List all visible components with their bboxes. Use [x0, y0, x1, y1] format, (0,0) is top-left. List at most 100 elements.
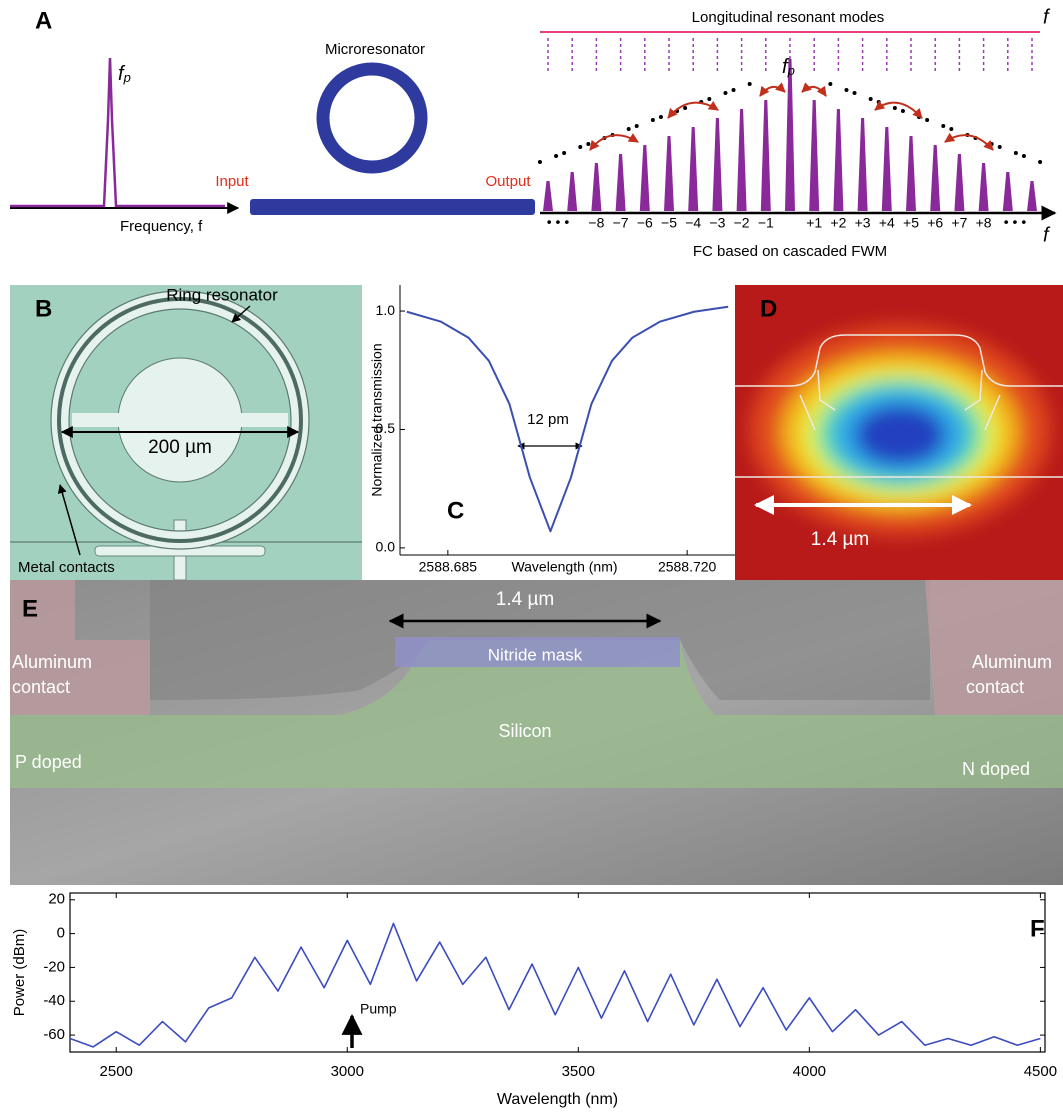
- envelope-dot: [747, 82, 752, 86]
- fwm-arrow: [801, 82, 827, 97]
- fwm-arrow: [589, 133, 639, 151]
- comb-line: [833, 109, 844, 211]
- panel-label: C: [447, 497, 464, 524]
- envelope-dot: [707, 97, 712, 101]
- mode-number: −2: [734, 215, 750, 231]
- comb-line: [712, 118, 723, 211]
- x-axis-label: Wavelength (nm): [511, 559, 617, 575]
- envelope-dot: [586, 142, 591, 146]
- x-tick-label: 4000: [793, 1063, 826, 1080]
- comb-line: [591, 163, 602, 211]
- comb-line: [978, 163, 989, 211]
- envelope-dot: [941, 124, 946, 128]
- data-line: [406, 305, 729, 533]
- comb-line: [688, 127, 699, 211]
- x-tick-label: 2588.720: [658, 559, 717, 575]
- mode-number: −5: [661, 215, 677, 231]
- panel-d: 1.4 µm D: [735, 285, 1063, 580]
- pump-sub: p: [787, 63, 795, 78]
- mode-number: +3: [855, 215, 871, 231]
- contact-label: Aluminum: [12, 652, 92, 672]
- dimension-label: 1.4 µm: [496, 589, 554, 610]
- core-label: Silicon: [498, 721, 551, 741]
- axis-label: Frequency, f: [120, 218, 203, 235]
- envelope-dot: [844, 88, 849, 92]
- y-tick-label: 0: [57, 925, 65, 942]
- ellipsis: • • •: [547, 214, 570, 230]
- panel-f: Pump F 20 0 -20 -40 -60 2500 3000 3500 4000 4500 W…: [11, 891, 1057, 1108]
- mode-number: −3: [709, 215, 725, 231]
- panel-label: F: [1030, 915, 1045, 942]
- panel-label: E: [22, 595, 38, 622]
- mode-number: −6: [637, 215, 653, 231]
- comb-line: [760, 100, 771, 211]
- y-tick-label: 20: [48, 891, 65, 908]
- comb-line: [954, 154, 965, 211]
- output-label: Output: [485, 173, 531, 190]
- comb-line: [639, 145, 650, 211]
- ring-label: Ring resonator: [166, 285, 278, 304]
- comb-line: [615, 154, 626, 211]
- input-label: Input: [215, 173, 249, 190]
- aluminum-contact: [925, 580, 1063, 715]
- mode-number: +7: [951, 215, 967, 231]
- envelope-dot: [650, 118, 655, 122]
- fwm-arrow: [944, 132, 994, 151]
- comb-line: [664, 136, 674, 211]
- dimension-label: 1.4 µm: [811, 529, 869, 550]
- envelope-dot: [578, 145, 583, 149]
- ellipsis: • • •: [1004, 214, 1027, 230]
- envelope-dot: [562, 151, 567, 155]
- contact-label: contact: [966, 677, 1024, 697]
- envelope-dot: [554, 154, 559, 158]
- mode-number: +5: [903, 215, 919, 231]
- x-tick-label: 2500: [100, 1063, 133, 1080]
- y-tick-label: 0.0: [376, 539, 396, 555]
- contact-label: contact: [12, 677, 70, 697]
- envelope-dot: [900, 109, 905, 113]
- structure-outline: [735, 334, 1063, 478]
- x-tick-label: 4500: [1024, 1063, 1057, 1080]
- envelope-dot: [634, 124, 639, 128]
- mode-number: −4: [685, 215, 701, 231]
- panel-label: B: [35, 295, 52, 322]
- envelope-dot: [723, 91, 728, 95]
- f-symbol: f: [1043, 224, 1051, 246]
- nitride-mask: [395, 637, 680, 667]
- x-tick-label: 3500: [562, 1063, 595, 1080]
- comb-line: [543, 181, 553, 211]
- panel-a: A fp Frequency, f Microresonator Input O…: [10, 6, 1057, 260]
- f-symbol: f: [1043, 6, 1051, 28]
- panel-c: 12 pm C 0.0 0.5 1.0 2588.685 2588.720 Wavelen…: [369, 285, 735, 575]
- x-tick-label: 3000: [331, 1063, 364, 1080]
- modes-title: Longitudinal resonant modes: [692, 9, 885, 26]
- data-line: [69, 922, 1041, 1048]
- envelope-dot: [658, 115, 663, 119]
- y-tick-label: -60: [43, 1026, 65, 1043]
- pump-spectrum: [10, 57, 225, 208]
- dimension-label: 200 µm: [148, 437, 212, 458]
- y-axis-label: Normalized transmission: [369, 343, 385, 496]
- comb-line: [736, 109, 747, 211]
- comb-line: [906, 136, 916, 211]
- mode-number: −7: [613, 215, 629, 231]
- comb-line: [881, 127, 892, 211]
- envelope-dot: [892, 106, 897, 110]
- contact-label: Aluminum: [972, 652, 1052, 672]
- pointer: [231, 305, 251, 323]
- center-bar: [72, 413, 288, 427]
- pump-symbol: fp: [118, 63, 131, 85]
- mode-number: +1: [806, 215, 822, 231]
- doping-label: N doped: [962, 759, 1030, 779]
- y-tick-label: -20: [43, 958, 65, 975]
- comb-line: [857, 118, 868, 211]
- mode-number: +2: [830, 215, 846, 231]
- envelope-dot: [876, 100, 881, 104]
- envelope-dot: [537, 160, 542, 164]
- envelope-dot: [1021, 154, 1026, 158]
- pump-symbol: fp: [782, 56, 795, 78]
- envelope-dot: [1038, 160, 1043, 164]
- waveguide: [250, 199, 535, 215]
- doping-label: P doped: [15, 752, 82, 772]
- mode-number: −8: [588, 215, 604, 231]
